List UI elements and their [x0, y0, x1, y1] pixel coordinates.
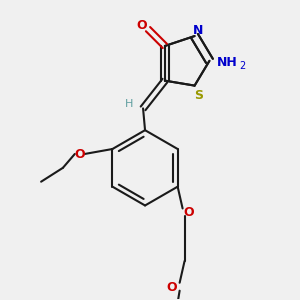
- Text: O: O: [137, 19, 147, 32]
- Text: NH: NH: [217, 56, 238, 69]
- Text: H: H: [125, 99, 134, 110]
- Text: O: O: [183, 206, 194, 219]
- Text: O: O: [167, 281, 177, 294]
- Text: N: N: [194, 24, 204, 37]
- Text: 2: 2: [239, 61, 245, 71]
- Text: S: S: [194, 89, 203, 102]
- Text: O: O: [74, 148, 85, 161]
